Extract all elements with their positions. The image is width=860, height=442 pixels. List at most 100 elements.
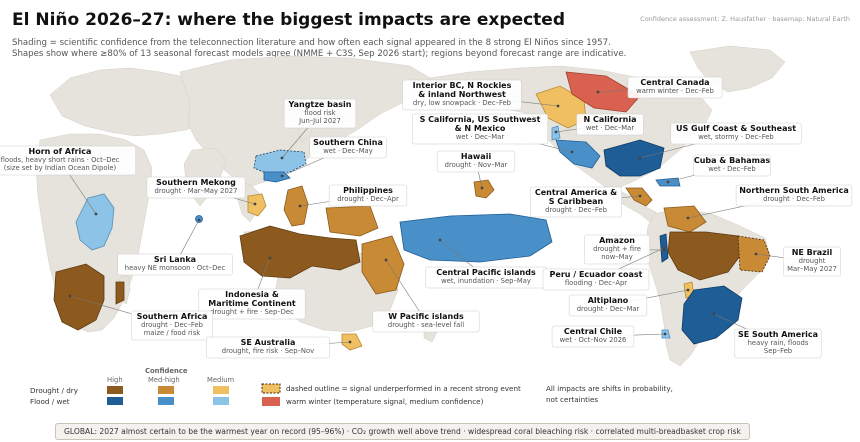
region-shape-amazon [667,231,741,281]
label-box [627,76,723,99]
label-box [146,176,246,199]
leader-dot [268,256,272,260]
leader-dot [197,218,201,222]
label-box [584,234,650,265]
label-box [436,150,516,173]
legend-confidence-label: Confidence [145,367,188,375]
region-title: S California, US Southwest [420,115,541,124]
region-title: US Gulf Coast & Southeast [676,124,796,133]
region-title: Central Canada [640,78,709,87]
region-shape-philippines [283,185,309,227]
legend-swatch-drought-medhigh [158,386,174,394]
legend-swatch-dashed [261,383,281,394]
region-detail: heavy NE monsoon · Oct–Dec [125,264,226,272]
region-title: SE Australia [241,338,296,347]
legend-row-flood: Flood / wet [30,397,70,406]
region-title: Central Pacific islands [436,268,536,277]
leader-dot [712,312,716,316]
region-detail: heavy rain, floods [748,339,809,347]
region-shape-yangtze-basin [253,149,307,175]
region-title: & N Mexico [455,124,506,133]
label-box [198,288,306,320]
region-detail: drought · Dec–Feb [763,195,825,203]
region-title: N California [584,115,637,124]
region-detail: drought + fire · Sep–Dec [210,308,294,316]
region-title: Southern Africa [137,312,208,321]
region-title: Altiplano [588,296,629,305]
label-box [117,253,233,276]
region-detail: Sep–Feb [764,347,792,355]
subtitle-line-2: Shapes show where ≥80% of 13 seasonal fo… [12,49,627,59]
region-title: Peru / Ecuador coast [550,270,643,279]
label-box [735,184,853,207]
region-detail: now–May [601,253,632,261]
region-detail: warm winter · Dec–Feb [636,87,714,95]
label-box [131,310,213,341]
impact-regions [53,71,771,351]
region-detail: floods, heavy short rains · Oct–Dec [1,156,120,164]
leader-dot [480,186,484,190]
region-title: Indonesia & [225,290,279,299]
leader-dot [348,340,352,344]
label-box [412,113,548,145]
region-shape-se-australia [341,333,363,351]
leader-dot [253,202,257,206]
leader-dot [556,104,560,108]
subtitle-line-1: Shading = scientific confidence from the… [12,38,611,48]
region-detail: drought · Nov–Mar [445,161,508,169]
legend: Confidence High Med-high Medium Drought … [30,367,673,406]
region-shape-madagascar [115,281,125,305]
leader-dot [754,252,758,256]
leader-dot [638,156,642,160]
leader-dot [663,332,667,336]
region-title: Sri Lanka [154,255,196,264]
region-detail: (size set by Indian Ocean Dipole) [4,164,117,172]
subtitle: Shading = scientific confidence from the… [12,38,626,60]
region-shape-north-sa [663,205,707,233]
region-detail: drought + fire [593,245,641,253]
region-title: Horn of Africa [29,147,92,156]
legend-level-medhigh: Med-high [148,376,180,384]
label-box [328,184,408,207]
region-detail: Mar–May 2027 [787,265,837,273]
legend-level-medium: Medium [207,376,235,384]
leader-dot [596,90,600,94]
region-title: & inland Northwest [418,90,506,99]
region-detail: wet, stormy · Dec–Feb [698,133,773,141]
leader-dot [94,212,98,216]
region-title: Maritime Continent [208,299,296,308]
region-shape-central-america [625,187,653,207]
region-detail: drought · Dec–Apr [337,195,399,203]
region-detail: dry, low snowpack · Dec–Feb [413,99,511,107]
label-box [568,294,648,317]
legend-level-high: High [107,376,123,384]
region-detail: flood risk [304,109,335,117]
region-shape-southern-china [263,171,291,183]
region-shape-indonesia [239,225,361,279]
region-title: S Caribbean [549,197,604,206]
region-title: Yangtze basin [288,100,352,109]
label-box [0,145,136,176]
region-detail: maize / food risk [144,329,200,337]
region-detail: drought · Mar–May 2027 [155,187,238,195]
region-title: NE Brazil [792,248,833,257]
leader-dot [666,180,670,184]
region-detail: wet · Dec–Mar [586,124,634,132]
